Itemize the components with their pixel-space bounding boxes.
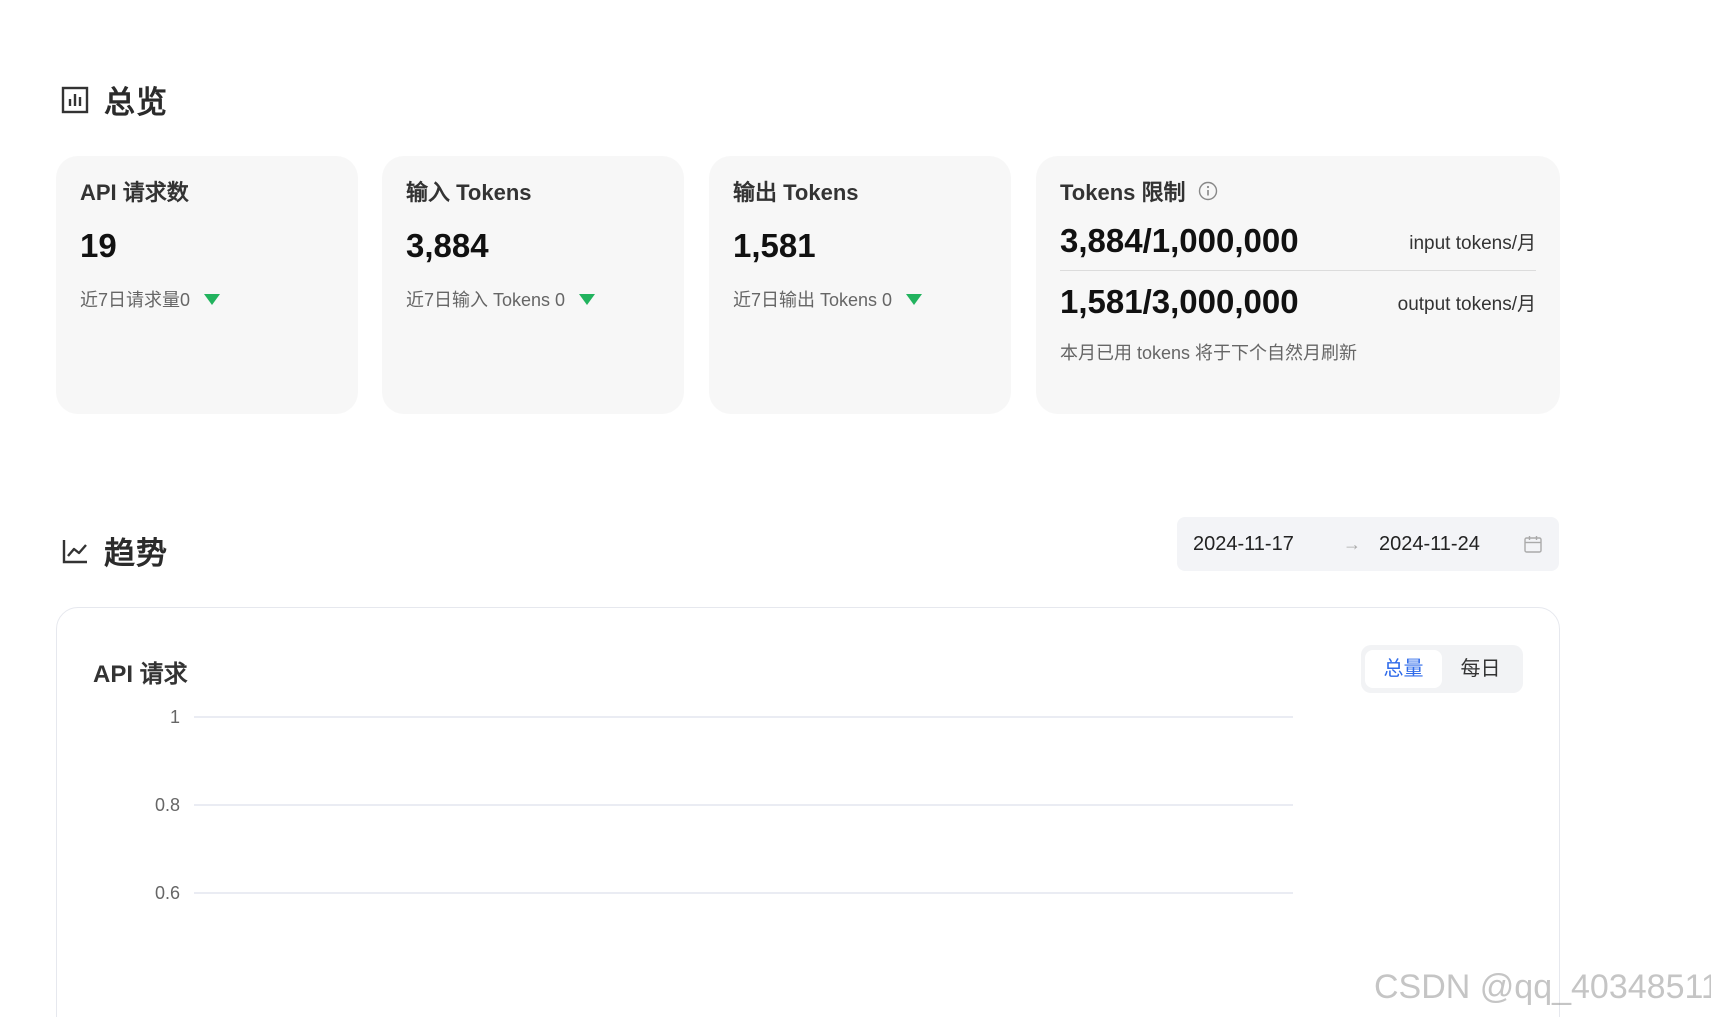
- api-requests-title: API 请求数: [80, 180, 189, 205]
- trend-header: 趋势: [60, 528, 168, 573]
- api-requests-chart-panel: API 请求 总量 每日 1 0.8 0.6: [56, 607, 1560, 1017]
- line-chart-icon: [60, 536, 90, 566]
- input-tokens-value: 3,884: [406, 227, 489, 264]
- input-tokens-trend-label: 近7日输入 Tokens 0: [406, 290, 566, 310]
- api-requests-trend: 近7日请求量0: [80, 286, 334, 312]
- overview-title: 总览: [104, 85, 168, 120]
- trend-down-icon: [204, 293, 221, 305]
- view-toggle: 总量 每日: [1361, 645, 1523, 693]
- api-requests-value: 19: [80, 227, 117, 264]
- watermark: CSDN @qq_40348511: [1374, 968, 1711, 1006]
- api-requests-card: API 请求数 19 近7日请求量0: [56, 156, 358, 414]
- bar-chart-icon: [60, 85, 90, 115]
- y-tick-label: 1: [170, 707, 180, 727]
- overview-header: 总览: [60, 77, 168, 122]
- start-date[interactable]: 2024-11-17: [1193, 532, 1294, 555]
- input-limit-unit: input tokens/月: [1409, 232, 1536, 254]
- input-limit-row: 3,884/1,000,000 input tokens/月: [1060, 222, 1536, 260]
- output-tokens-title: 输出 Tokens: [733, 180, 859, 205]
- end-date[interactable]: 2024-11-24: [1379, 532, 1480, 555]
- chart-title: API 请求: [93, 661, 188, 688]
- date-range-separator: →: [1343, 533, 1361, 554]
- y-tick-label: 0.6: [155, 883, 180, 903]
- tokens-limit-title: Tokens 限制: [1060, 180, 1186, 205]
- output-tokens-value: 1,581: [733, 227, 816, 264]
- output-tokens-trend: 近7日输出 Tokens 0: [733, 286, 987, 312]
- input-tokens-trend: 近7日输入 Tokens 0: [406, 286, 660, 312]
- output-limit-row: 1,581/3,000,000 output tokens/月: [1060, 283, 1536, 321]
- toggle-total[interactable]: 总量: [1365, 650, 1442, 688]
- api-requests-chart: 1 0.8 0.6: [155, 707, 1293, 903]
- input-limit-value: 3,884/1,000,000: [1060, 222, 1299, 259]
- calendar-icon[interactable]: [1523, 534, 1543, 554]
- api-requests-trend-label: 近7日请求量0: [80, 290, 191, 310]
- input-tokens-card: 输入 Tokens 3,884 近7日输入 Tokens 0: [382, 156, 684, 414]
- trend-down-icon: [579, 293, 596, 305]
- limit-refresh-note: 本月已用 tokens 将于下个自然月刷新: [1060, 343, 1358, 363]
- output-tokens-card: 输出 Tokens 1,581 近7日输出 Tokens 0: [709, 156, 1011, 414]
- input-tokens-title: 输入 Tokens: [406, 180, 532, 205]
- tokens-limit-header: Tokens 限制: [1060, 176, 1536, 206]
- tokens-limit-card: Tokens 限制 3,884/1,000,000 input tokens/月…: [1036, 156, 1560, 414]
- output-limit-value: 1,581/3,000,000: [1060, 283, 1299, 320]
- info-icon[interactable]: [1198, 181, 1218, 201]
- toggle-daily[interactable]: 每日: [1460, 658, 1501, 680]
- trend-down-icon: [906, 293, 923, 305]
- trend-title: 趋势: [104, 536, 168, 571]
- y-tick-label: 0.8: [155, 795, 180, 815]
- output-tokens-trend-label: 近7日输出 Tokens 0: [733, 290, 893, 310]
- output-limit-unit: output tokens/月: [1397, 293, 1536, 315]
- date-range-picker[interactable]: 2024-11-17 → 2024-11-24: [1177, 517, 1559, 571]
- limit-divider: [1060, 270, 1536, 271]
